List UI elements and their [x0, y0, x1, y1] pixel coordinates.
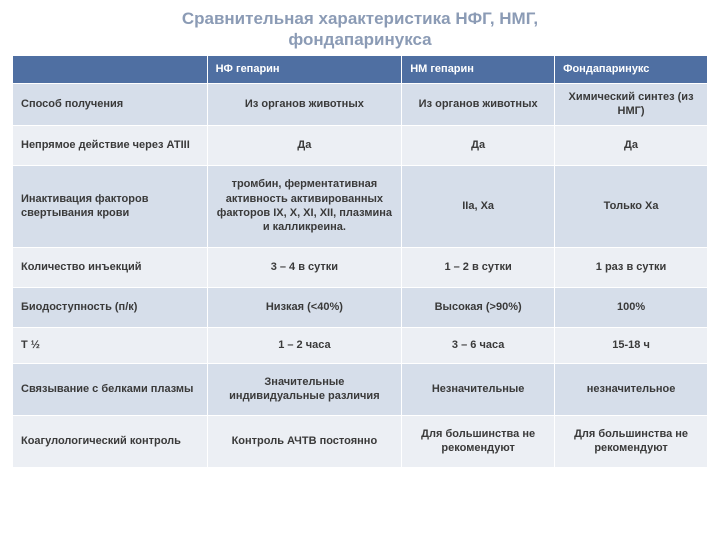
cell: незначительное: [555, 363, 708, 415]
cell: 15-18 ч: [555, 327, 708, 363]
table-row: Т ½1 – 2 часа3 – 6 часа15-18 ч: [13, 327, 708, 363]
cell: 1 – 2 в сутки: [402, 247, 555, 287]
title-line-2: фондапаринукса: [288, 30, 431, 49]
row-label: Способ получения: [13, 83, 208, 125]
cell: Контроль АЧТВ постоянно: [207, 415, 402, 467]
cell: Да: [555, 125, 708, 165]
row-label: Коагулологический контроль: [13, 415, 208, 467]
cell: Низкая (<40%): [207, 287, 402, 327]
cell: Высокая (>90%): [402, 287, 555, 327]
table-row: Количество инъекций3 – 4 в сутки1 – 2 в …: [13, 247, 708, 287]
row-label: Связывание с белками плазмы: [13, 363, 208, 415]
comparison-table: НФ гепарин НМ гепарин Фондапаринукс Спос…: [12, 55, 708, 468]
table-row: Биодоступность (п/к)Низкая (<40%)Высокая…: [13, 287, 708, 327]
cell: тромбин, ферментативная активность актив…: [207, 165, 402, 247]
th-1: НФ гепарин: [207, 55, 402, 83]
th-0: [13, 55, 208, 83]
cell: Только Xa: [555, 165, 708, 247]
cell: Химический синтез (из НМГ): [555, 83, 708, 125]
table-body: Способ полученияИз органов животныхИз ор…: [13, 83, 708, 467]
row-label: Биодоступность (п/к): [13, 287, 208, 327]
cell: Да: [402, 125, 555, 165]
cell: 3 – 4 в сутки: [207, 247, 402, 287]
cell: IIa, Xa: [402, 165, 555, 247]
slide-title: Сравнительная характеристика НФГ, НМГ, ф…: [12, 8, 708, 51]
row-label: Инактивация факторов свертывания крови: [13, 165, 208, 247]
row-label: Количество инъекций: [13, 247, 208, 287]
cell: 100%: [555, 287, 708, 327]
cell: 1 – 2 часа: [207, 327, 402, 363]
th-3: Фондапаринукс: [555, 55, 708, 83]
table-row: Коагулологический контрольКонтроль АЧТВ …: [13, 415, 708, 467]
cell: Для большинства не рекомендуют: [402, 415, 555, 467]
cell: Из органов животных: [207, 83, 402, 125]
th-2: НМ гепарин: [402, 55, 555, 83]
row-label: Непрямое действие через АТIII: [13, 125, 208, 165]
cell: 1 раз в сутки: [555, 247, 708, 287]
cell: Из органов животных: [402, 83, 555, 125]
table-row: Связывание с белками плазмыЗначительные …: [13, 363, 708, 415]
title-line-1: Сравнительная характеристика НФГ, НМГ,: [182, 9, 538, 28]
row-label: Т ½: [13, 327, 208, 363]
table-row: Непрямое действие через АТIIIДаДаДа: [13, 125, 708, 165]
cell: Да: [207, 125, 402, 165]
table-header-row: НФ гепарин НМ гепарин Фондапаринукс: [13, 55, 708, 83]
table-row: Способ полученияИз органов животныхИз ор…: [13, 83, 708, 125]
cell: 3 – 6 часа: [402, 327, 555, 363]
cell: Значительные индивидуальные различия: [207, 363, 402, 415]
cell: Для большинства не рекомендуют: [555, 415, 708, 467]
table-row: Инактивация факторов свертывания кровитр…: [13, 165, 708, 247]
cell: Незначительные: [402, 363, 555, 415]
